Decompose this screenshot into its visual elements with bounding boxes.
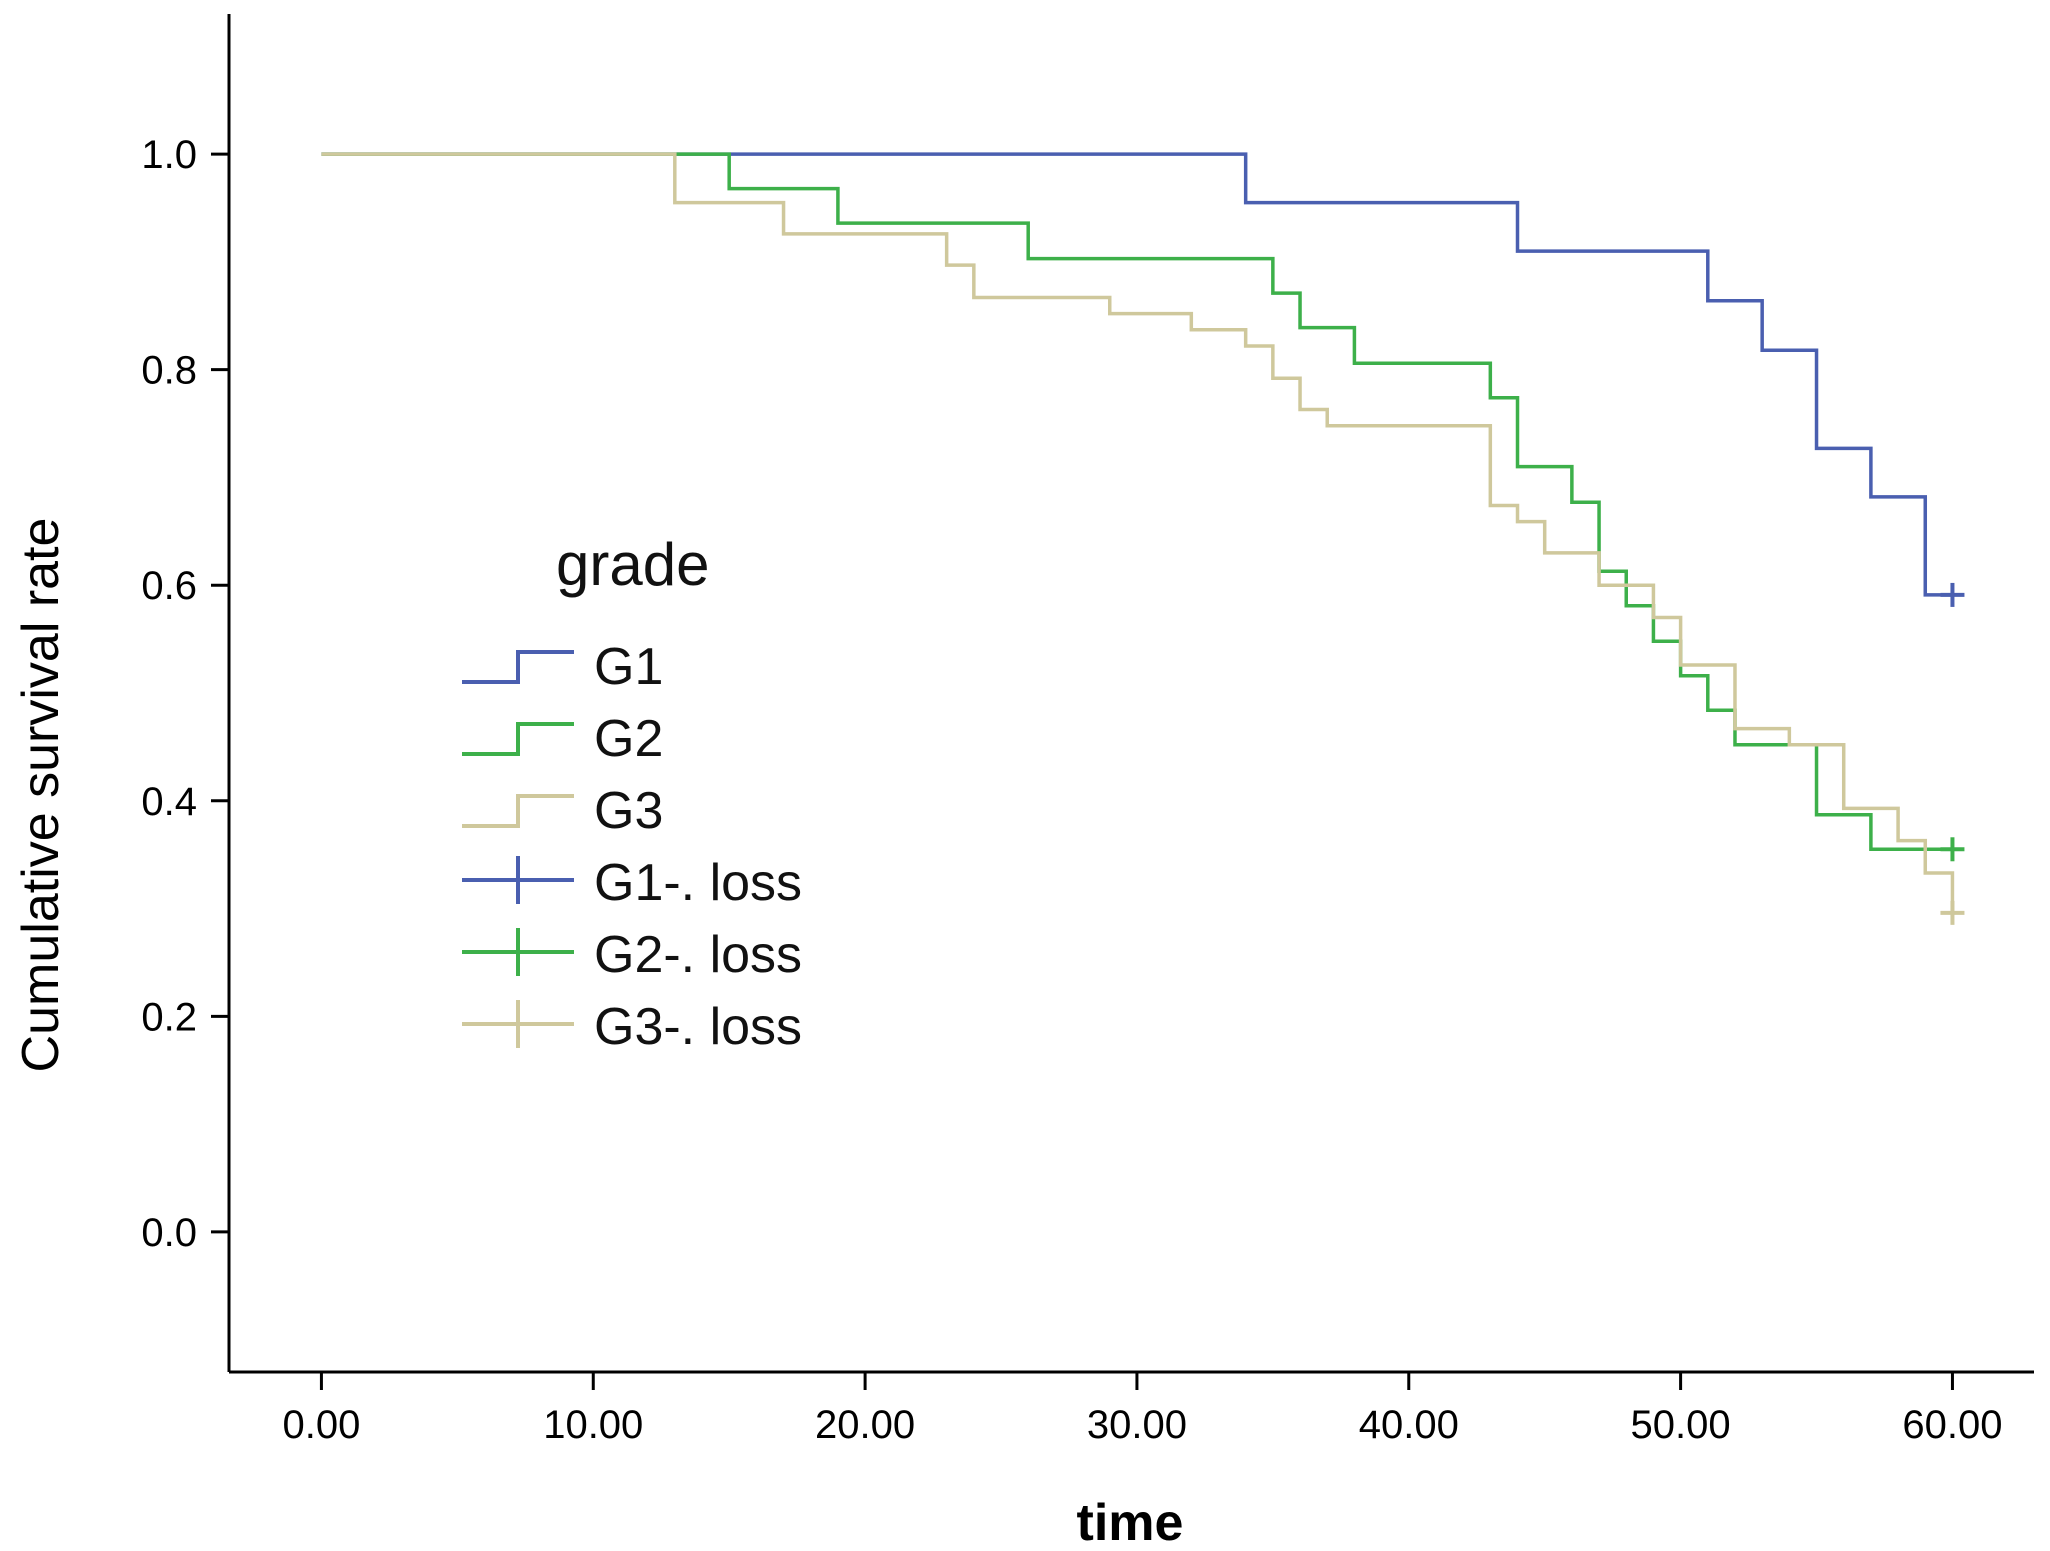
y-tick-label: 1.0 bbox=[141, 133, 197, 177]
censor-mark-g2 bbox=[1940, 837, 1965, 862]
series-lines bbox=[321, 152, 1955, 913]
x-tick-label: 40.00 bbox=[1359, 1403, 1459, 1447]
y-tick-label: 0.6 bbox=[141, 564, 197, 608]
x-tick-label: 0.00 bbox=[282, 1403, 360, 1447]
y-tick-label: 0.4 bbox=[141, 780, 197, 824]
legend-item-6: G3-. loss bbox=[462, 998, 802, 1056]
y-tick-label: 0.0 bbox=[141, 1211, 197, 1255]
legend-items: G1 G2 G3 G1-. loss G2-. loss G3-. loss bbox=[462, 638, 802, 1056]
legend-label: G3 bbox=[594, 782, 663, 840]
x-tick-label: 30.00 bbox=[1087, 1403, 1187, 1447]
legend-label: G1-. loss bbox=[594, 854, 802, 912]
y-axis-title: Cumulative survival rate bbox=[12, 518, 70, 1073]
x-axis-title: time bbox=[1077, 1494, 1184, 1551]
legend-item-4: G1-. loss bbox=[462, 854, 802, 912]
axes bbox=[227, 14, 2034, 1374]
x-tick-label: 60.00 bbox=[1902, 1403, 2002, 1447]
y-tick-label: 0.2 bbox=[141, 995, 197, 1039]
legend-swatch bbox=[462, 794, 574, 828]
legend-label: G2-. loss bbox=[594, 926, 802, 984]
series-line-g1 bbox=[321, 152, 1953, 597]
legend-swatch bbox=[462, 722, 574, 756]
censor-mark-g1 bbox=[1940, 582, 1965, 607]
ticks: 0.00 10.00 20.00 30.00 40.00 50.00 60.00 0.0 0.2… bbox=[141, 133, 2002, 1447]
legend-item-2: G2 bbox=[462, 710, 663, 768]
y-tick-label: 0.8 bbox=[141, 349, 197, 393]
legend-item-1: G1 bbox=[462, 638, 663, 696]
x-tick-label: 10.00 bbox=[543, 1403, 643, 1447]
legend-item-5: G2-. loss bbox=[462, 926, 802, 984]
legend-label: G2 bbox=[594, 710, 663, 768]
censor-mark-g3 bbox=[1940, 900, 1965, 925]
legend-label: G3-. loss bbox=[594, 998, 802, 1056]
legend-item-3: G3 bbox=[462, 782, 663, 840]
legend-swatch bbox=[462, 650, 574, 684]
legend: grade G1 G2 G3 G1-. loss G2-. loss G3-. loss bbox=[462, 531, 802, 1056]
x-tick-label: 20.00 bbox=[815, 1403, 915, 1447]
censor-marks bbox=[1940, 582, 1965, 925]
series-line-g3 bbox=[321, 152, 1955, 913]
legend-title: grade bbox=[556, 531, 709, 598]
legend-label: G1 bbox=[594, 638, 663, 696]
x-tick-label: 50.00 bbox=[1631, 1403, 1731, 1447]
